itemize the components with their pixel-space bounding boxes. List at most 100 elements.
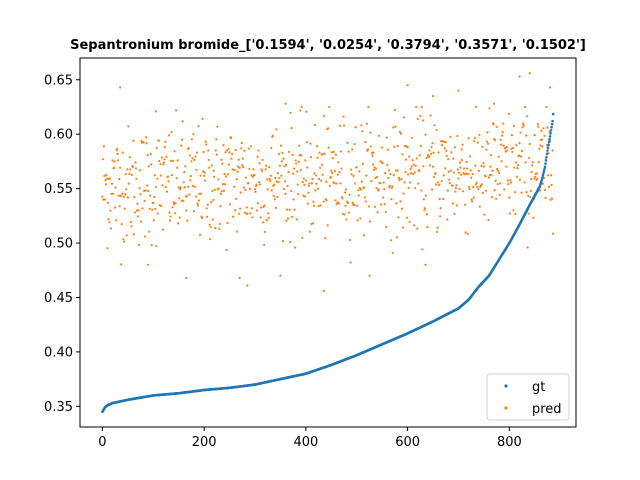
pred-point (472, 186, 475, 189)
pred-point (272, 195, 275, 198)
pred-point (464, 231, 467, 234)
pred-point (184, 165, 187, 168)
pred-point (283, 180, 287, 183)
pred-point (442, 174, 445, 177)
pred-point (149, 153, 152, 156)
pred-point (486, 131, 489, 134)
pred-point (472, 196, 475, 199)
pred-point (361, 162, 364, 165)
pred-point (122, 195, 125, 198)
pred-point (478, 133, 481, 137)
pred-point (374, 177, 377, 180)
pred-point (446, 189, 449, 192)
gt-series (101, 112, 555, 414)
pred-point (549, 198, 552, 201)
pred-point (284, 192, 287, 195)
pred-point (313, 172, 316, 175)
pred-point (121, 151, 124, 154)
gt-point (551, 112, 555, 116)
pred-point (160, 156, 163, 159)
pred-point (226, 173, 230, 176)
pred-point (292, 198, 295, 201)
y-axis: 0.35 0.40 0.45 0.50 0.55 0.60 0.65 (44, 73, 80, 415)
pred-point (470, 176, 473, 179)
pred-point (506, 179, 509, 182)
pred-point (419, 114, 422, 118)
pred-point (318, 177, 321, 181)
pred-point (315, 182, 318, 185)
pred-point (231, 152, 234, 156)
pred-point (398, 179, 401, 182)
pred-point (160, 204, 163, 208)
pred-point (309, 142, 312, 145)
pred-point (265, 219, 268, 222)
pred-point (425, 156, 428, 160)
pred-point (377, 188, 380, 191)
pred-point (202, 150, 205, 154)
pred-point (219, 192, 223, 195)
pred-point (178, 197, 181, 200)
pred-point (240, 141, 243, 145)
pred-point (301, 180, 304, 184)
pred-point (388, 184, 391, 187)
pred-point (130, 225, 133, 228)
pred-point (543, 188, 547, 192)
pred-point (409, 167, 412, 171)
pred-point (209, 238, 212, 241)
pred-point (106, 247, 109, 250)
pred-point (296, 170, 299, 173)
pred-point (248, 187, 252, 190)
pred-point (170, 173, 174, 177)
pred-point (349, 238, 352, 242)
pred-point (285, 219, 288, 222)
pred-point (109, 209, 112, 212)
pred-point (296, 183, 299, 186)
legend-label-pred: pred (532, 402, 562, 417)
pred-point (174, 201, 177, 205)
pred-point (225, 149, 229, 152)
pred-point (151, 208, 154, 211)
pred-point (173, 150, 176, 153)
pred-point (187, 147, 190, 150)
pred-point (358, 186, 361, 190)
pred-point (445, 154, 448, 158)
pred-point (482, 165, 486, 168)
pred-point (242, 166, 245, 169)
pred-point (488, 107, 491, 110)
pred-point (399, 132, 403, 135)
pred-point (267, 216, 270, 220)
pred-point (506, 149, 509, 152)
pred-point (228, 151, 231, 154)
pred-point (280, 160, 284, 163)
pred-point (527, 212, 530, 215)
gt-point (542, 169, 546, 173)
pred-point (178, 216, 181, 219)
pred-point (546, 174, 550, 177)
pred-point (496, 183, 499, 186)
pred-point (499, 138, 502, 141)
pred-point (247, 147, 250, 150)
x-tick-label: 0 (98, 435, 106, 450)
pred-point (392, 174, 395, 177)
pred-point (444, 167, 447, 170)
pred-point (122, 238, 125, 241)
pred-point (224, 151, 227, 154)
x-tick-label: 200 (192, 435, 217, 450)
pred-point (255, 209, 259, 212)
pred-point (427, 154, 431, 158)
pred-point (474, 164, 477, 167)
pred-point (145, 136, 148, 139)
pred-point (217, 187, 220, 190)
pred-point (274, 176, 277, 180)
pred-point (521, 126, 524, 129)
pred-point (509, 179, 512, 182)
pred-point (457, 171, 461, 174)
pred-point (262, 221, 265, 224)
pred-point (190, 138, 194, 141)
pred-point (285, 208, 289, 211)
plot-area-frame (79, 57, 577, 428)
pred-point (339, 150, 343, 153)
pred-point (550, 197, 554, 200)
gt-point (551, 119, 554, 123)
pred-point (512, 209, 515, 212)
